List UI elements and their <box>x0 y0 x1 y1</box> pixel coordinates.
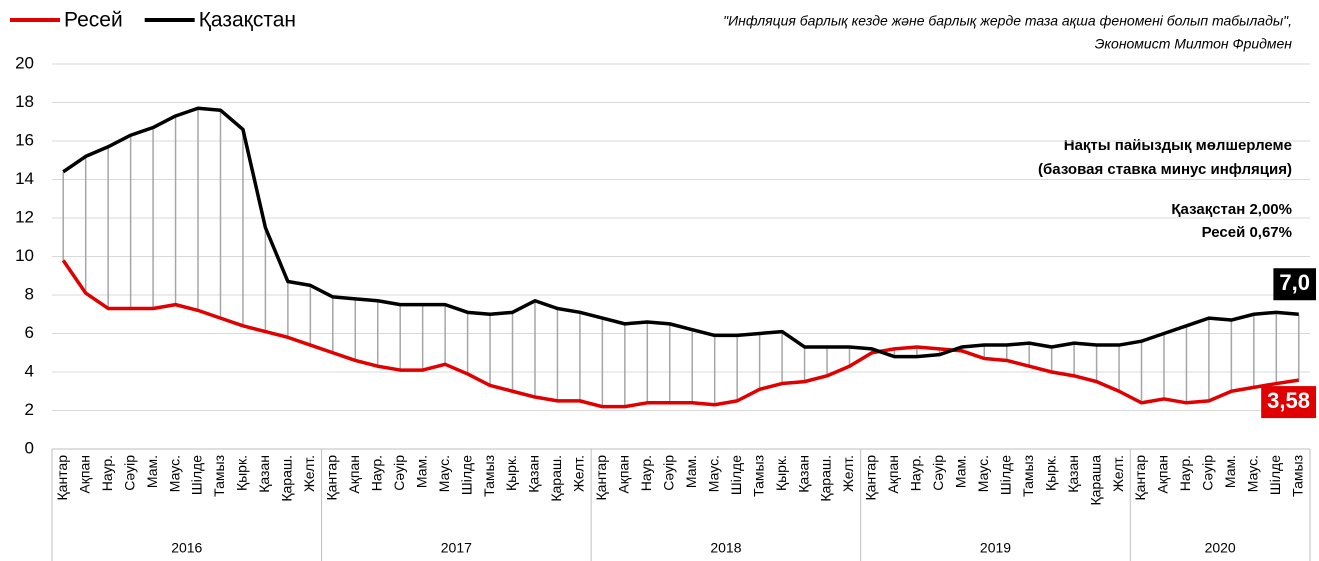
series-line <box>62 106 1299 359</box>
x-tick-label: Шілде <box>458 455 474 495</box>
y-tick-label: 0 <box>25 438 34 457</box>
x-tick-label: Қырк. <box>773 455 789 491</box>
x-tick-label: Маус. <box>705 455 721 492</box>
x-tick-label: Наур. <box>99 455 115 491</box>
year-label: 2017 <box>441 540 472 556</box>
annotation: Қазақстан 2,00% <box>1171 201 1292 218</box>
x-tick-label: Наур. <box>1177 455 1193 491</box>
x-tick-label: Тамыз <box>481 455 497 497</box>
x-tick-label: Мам. <box>413 455 429 488</box>
x-tick-label: Шілде <box>997 455 1013 495</box>
year-label: 2020 <box>1205 540 1236 556</box>
x-tick-label: Наур. <box>908 455 924 491</box>
x-tick-label: Қырк. <box>503 455 519 491</box>
series-line <box>61 259 1300 409</box>
x-tick-label: Тамыз <box>1020 455 1036 497</box>
x-tick-label: Қантар <box>593 455 609 501</box>
annotation: Ресей 0,67% <box>1202 224 1292 241</box>
legend-label: Ресей <box>64 9 123 32</box>
x-tick-label: Наур. <box>638 455 654 491</box>
y-tick-label: 14 <box>15 169 34 188</box>
annotation: Нақты пайыздық мөлшерлеме <box>1064 137 1292 154</box>
x-tick-label: Шілде <box>728 455 744 495</box>
year-label: 2019 <box>980 540 1011 556</box>
legend-label: Қазақстан <box>199 9 296 32</box>
x-tick-label: Желт. <box>301 455 317 492</box>
x-tick-label: Қантар <box>863 455 879 501</box>
y-tick-label: 6 <box>25 323 34 342</box>
x-tick-label: Қазан <box>795 455 811 493</box>
end-label-box <box>1273 268 1316 301</box>
x-tick-label: Тамыз <box>211 455 227 497</box>
x-tick-label: Тамыз <box>1289 455 1305 497</box>
x-tick-label: Сәуір <box>121 455 137 491</box>
y-tick-label: 10 <box>15 246 34 265</box>
x-tick-label: Тамыз <box>750 455 766 497</box>
y-tick-label: 4 <box>25 361 34 380</box>
x-tick-label: Қараша <box>1087 455 1103 506</box>
end-label: 7,0 <box>1279 270 1310 295</box>
x-tick-label: Сәуір <box>660 455 676 491</box>
y-tick-label: 16 <box>15 130 34 149</box>
x-tick-label: Желт. <box>1110 455 1126 492</box>
x-tick-label: Ақпан <box>885 455 901 494</box>
x-tick-label: Маус. <box>1245 455 1261 492</box>
x-tick-label: Сәуір <box>930 455 946 491</box>
x-tick-label: Наур. <box>368 455 384 491</box>
x-tick-label: Мам. <box>953 455 969 488</box>
end-label: 3,58 <box>1267 388 1310 413</box>
x-tick-label: Сәуір <box>1200 455 1216 491</box>
quote-line: "Инфляция барлық кезде және барлық жерде… <box>723 13 1292 29</box>
x-tick-label: Мам. <box>1222 455 1238 488</box>
x-tick-label: Қазан <box>256 455 272 493</box>
x-tick-label: Ақпан <box>1155 455 1171 494</box>
y-tick-label: 18 <box>15 92 34 111</box>
annotation: (базовая ставка минус инфляция) <box>1038 161 1292 178</box>
y-tick-label: 2 <box>25 400 34 419</box>
x-tick-label: Қараш. <box>548 455 564 502</box>
x-tick-label: Мам. <box>144 455 160 488</box>
y-tick-label: 8 <box>25 284 34 303</box>
x-tick-label: Маус. <box>975 455 991 492</box>
x-tick-label: Желт. <box>571 455 587 492</box>
x-tick-label: Қырк. <box>1042 455 1058 491</box>
x-tick-label: Шілде <box>1267 455 1283 495</box>
y-tick-label: 12 <box>15 207 34 226</box>
x-tick-label: Маус. <box>166 455 182 492</box>
x-tick-label: Қантар <box>54 455 70 501</box>
x-tick-label: Қантар <box>1132 455 1148 501</box>
year-label: 2016 <box>171 540 202 556</box>
year-label: 2018 <box>710 540 741 556</box>
end-label-box <box>1261 386 1316 419</box>
x-tick-label: Шілде <box>189 455 205 495</box>
x-tick-label: Маус. <box>436 455 452 492</box>
x-tick-label: Қазан <box>526 455 542 493</box>
x-tick-label: Қараш. <box>279 455 295 502</box>
x-tick-label: Қантар <box>324 455 340 501</box>
x-tick-label: Ақпан <box>616 455 632 494</box>
x-tick-label: Қараш. <box>818 455 834 502</box>
x-tick-label: Мам. <box>683 455 699 488</box>
x-tick-label: Қазан <box>1065 455 1081 493</box>
y-tick-label: 20 <box>15 53 34 72</box>
x-tick-label: Ақпан <box>346 455 362 494</box>
x-tick-label: Ақпан <box>76 455 92 494</box>
x-tick-label: Сәуір <box>391 455 407 491</box>
x-tick-label: Қырк. <box>234 455 250 491</box>
quote-line: Экономист Милтон Фридмен <box>1095 36 1293 52</box>
x-tick-label: Желт. <box>840 455 856 492</box>
